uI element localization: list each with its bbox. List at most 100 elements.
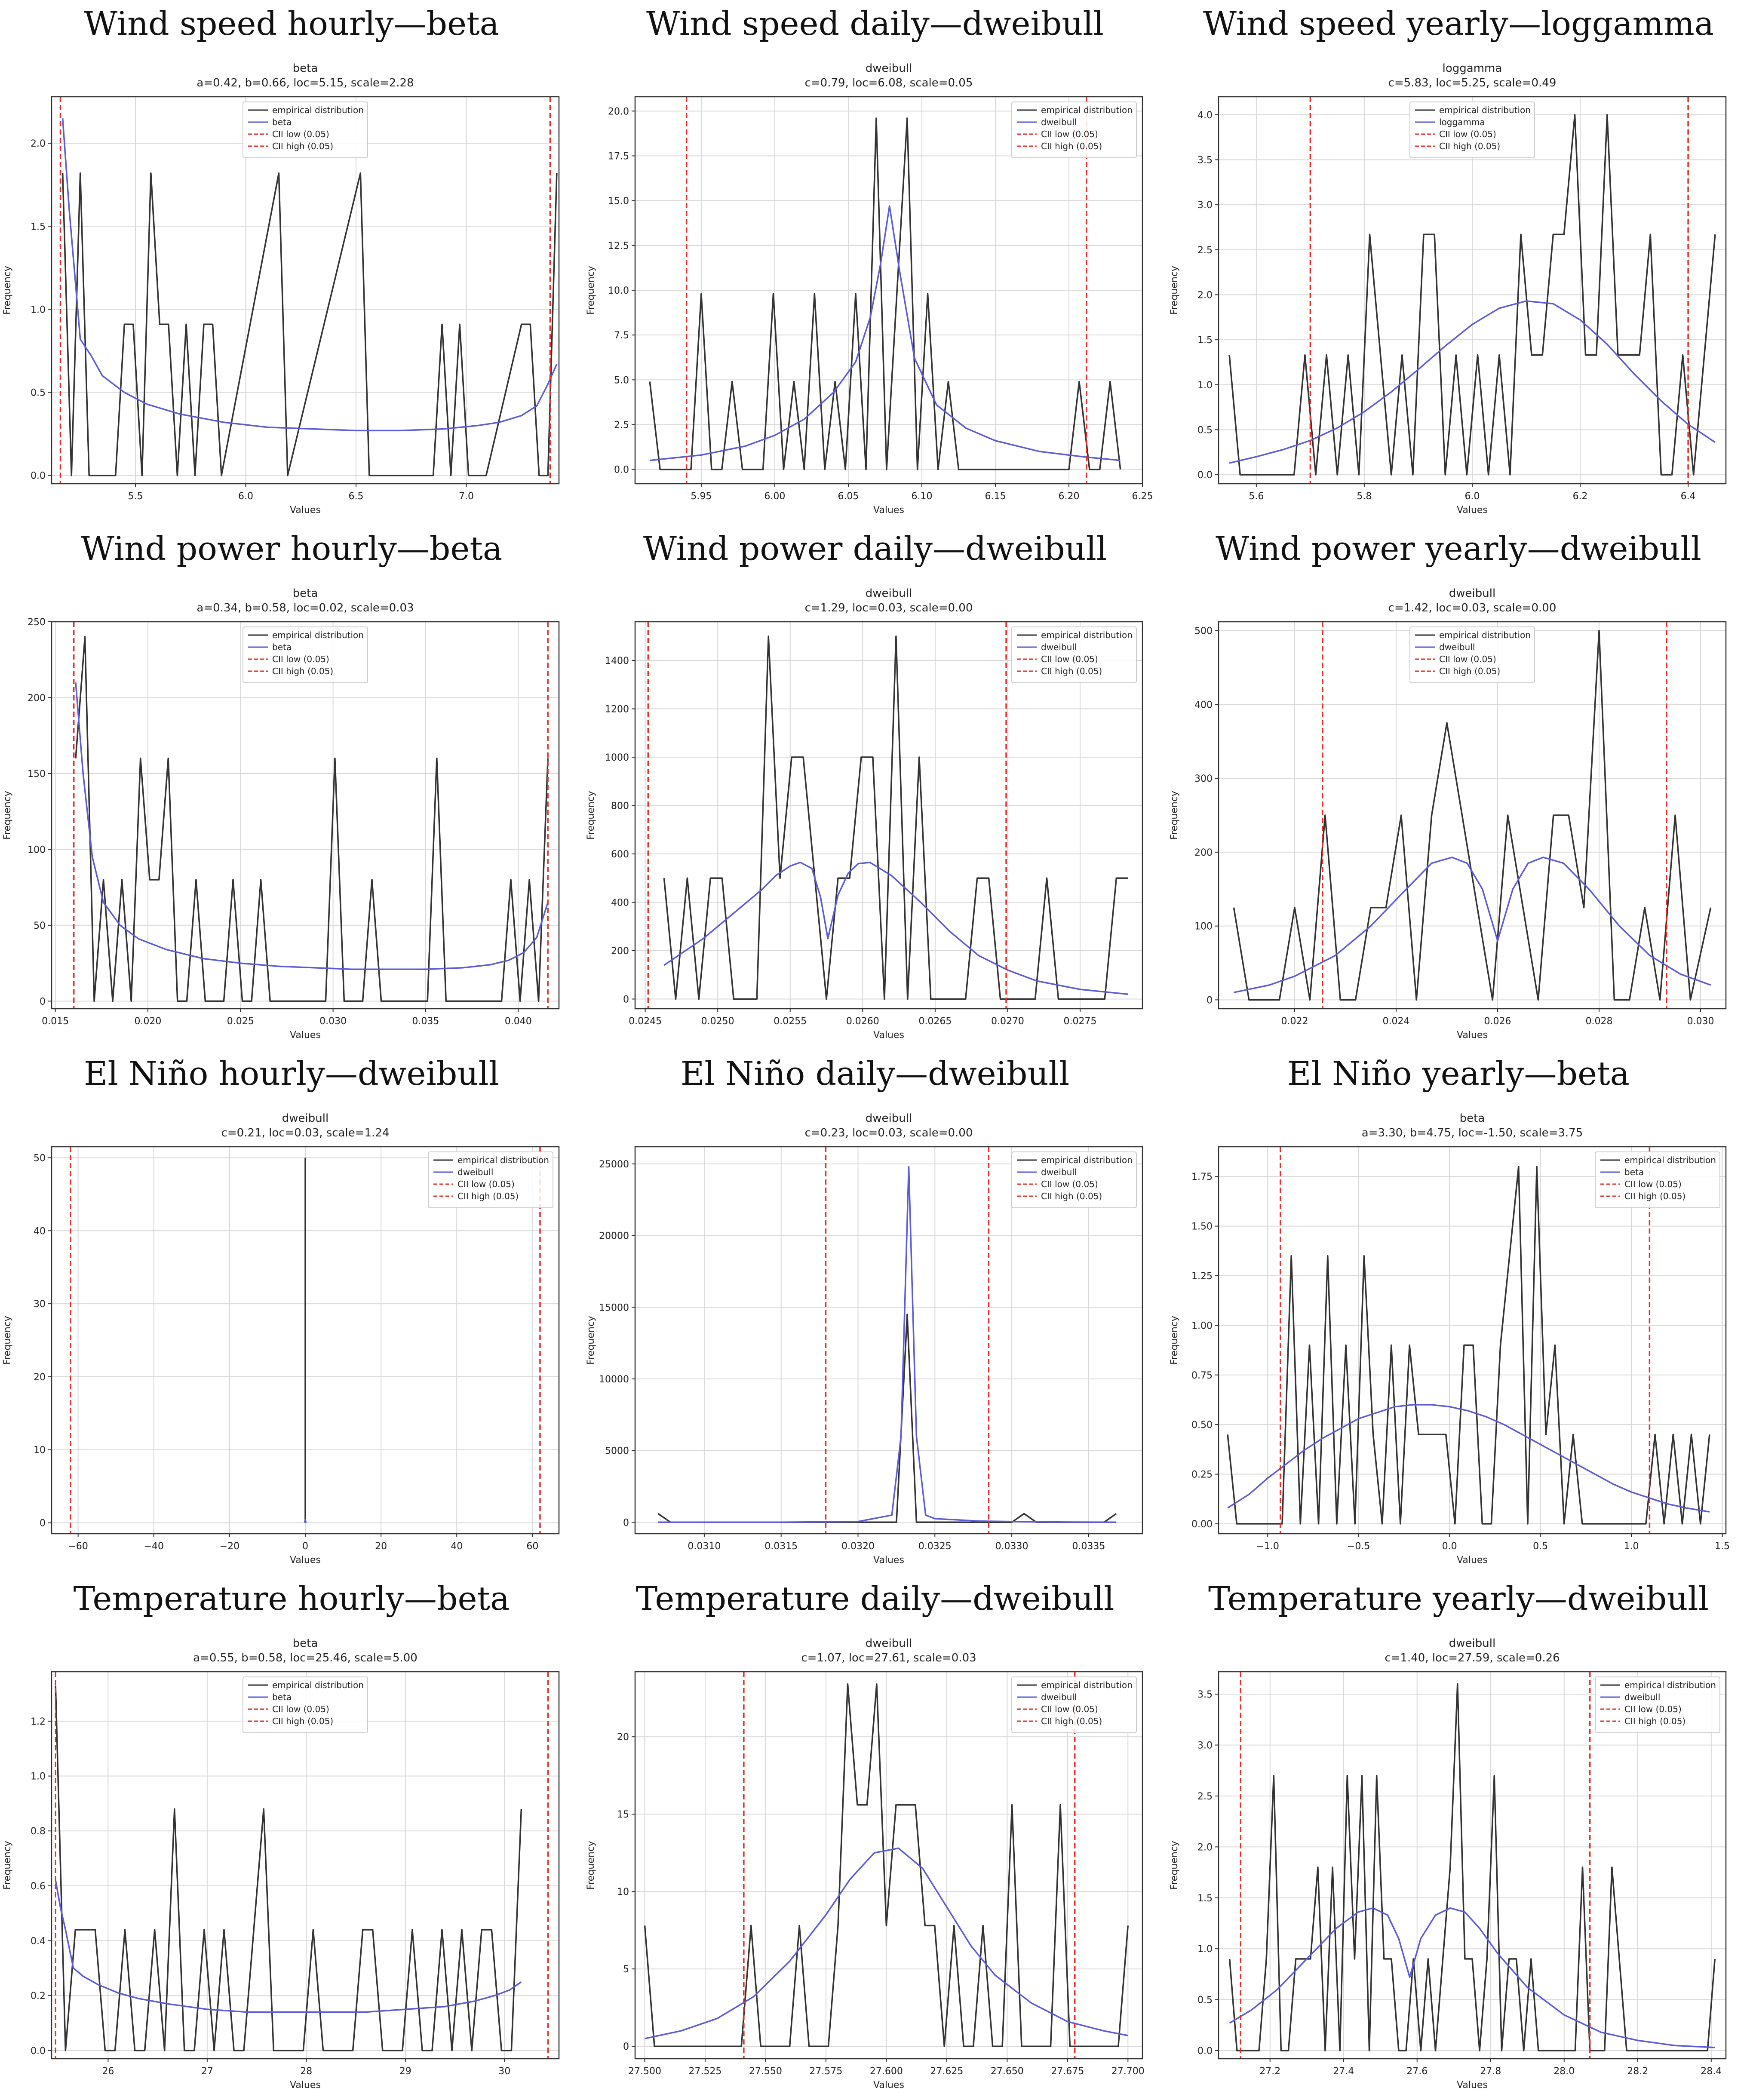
legend-box [1595, 1676, 1720, 1733]
empirical-distribution-line [61, 172, 558, 476]
x-tick-label: 0.0250 [701, 1016, 734, 1027]
y-tick-label: 1000 [605, 752, 629, 763]
series-layer [1233, 622, 1712, 1009]
legend-label: CII low (0.05) [1041, 1179, 1098, 1189]
y-tick-label: 0.8 [31, 1826, 46, 1837]
legend-box [1409, 626, 1535, 683]
chart-panel-8: El Niño yearly—beta beta a=3.30, b=4.75, l… [1167, 1050, 1750, 1575]
panel-title: Temperature daily—dweibull [636, 1579, 1114, 1618]
y-tick-label: 1.0 [1197, 380, 1213, 391]
legend-box [243, 626, 368, 683]
x-axis-label: Values [1457, 1030, 1488, 1041]
y-tick-label: 3.5 [1197, 155, 1213, 166]
x-tick-label: 26 [102, 2066, 114, 2077]
x-axis-label: Values [873, 1030, 904, 1041]
series-layer [1228, 1672, 1716, 2059]
y-tick-label: 0.0 [31, 2046, 46, 2057]
plot-frame [634, 621, 1143, 1010]
series-layer [647, 622, 1128, 1009]
fitted-distribution-line [1234, 857, 1711, 993]
chart-title: dweibull [866, 1637, 912, 1650]
x-tick-label: 27.600 [870, 2066, 903, 2077]
legend-label: dweibull [1624, 1692, 1660, 1702]
x-tick-label: 0 [302, 1541, 308, 1552]
legend-label: CII low (0.05) [457, 1179, 515, 1189]
empirical-distribution-line [1228, 114, 1716, 476]
plot-frame [634, 96, 1143, 485]
x-tick-label: 0.5 [1533, 1541, 1548, 1552]
x-tick-label: 6.0 [1465, 491, 1480, 502]
y-tick-label: 1400 [605, 656, 629, 666]
x-tick-label: 28 [300, 2066, 312, 2077]
y-tick-label: 0.50 [1191, 1420, 1213, 1431]
x-tick-label: 0.0325 [918, 1541, 952, 1552]
y-tick-label: 50 [34, 1153, 46, 1164]
x-tick-label: 27.500 [628, 2066, 661, 2077]
chart-subtitle: c=1.40, loc=27.59, scale=0.26 [1385, 1652, 1560, 1664]
chart-title: beta [293, 62, 318, 75]
chart-title: dweibull [1449, 587, 1495, 600]
x-tick-label: 0.022 [1281, 1016, 1308, 1027]
chart-subtitle: c=1.42, loc=0.03, scale=0.00 [1388, 602, 1557, 614]
y-tick-label: 25000 [599, 1159, 629, 1170]
legend-label: CII high (0.05) [1624, 1716, 1686, 1726]
y-tick-label: 1.0 [1197, 1944, 1213, 1955]
x-tick-label: 27.550 [749, 2066, 782, 2077]
y-tick-label: 0.25 [1191, 1470, 1213, 1480]
y-tick-label: 2.0 [1197, 290, 1213, 301]
y-axis-label: Frequency [586, 1841, 596, 1890]
y-tick-label: 1.2 [31, 1716, 46, 1727]
legend-label: CII high (0.05) [1624, 1191, 1686, 1201]
x-tick-label: 0.0315 [764, 1541, 798, 1552]
y-tick-label: 1.50 [1191, 1222, 1213, 1232]
fitted-distribution-line [645, 1847, 1128, 2039]
legend-box [428, 1151, 553, 1208]
plot-svg: beta a=0.42, b=0.66, loc=5.15, scale=2.28… [2, 62, 560, 516]
plot-frame [51, 1671, 560, 2060]
y-tick-label: 0.5 [1197, 425, 1213, 436]
y-tick-label: 15000 [599, 1302, 629, 1313]
y-axis-label: Frequency [586, 1316, 596, 1365]
legend-label: CII high (0.05) [272, 666, 333, 676]
x-tick-label: −0.5 [1347, 1541, 1370, 1552]
legend-label: beta [272, 117, 292, 127]
y-tick-label: 2.5 [1197, 245, 1213, 256]
x-axis-label: Values [873, 505, 904, 516]
chart-panel-6: El Niño hourly—dweibull dweibull c=0.21, l… [0, 1050, 583, 1575]
legend: empirical distribution loggamma CII low (0… [1409, 101, 1535, 158]
y-tick-label: 0.0 [1197, 470, 1213, 481]
x-tick-label: 6.10 [911, 491, 932, 502]
x-tick-label: 0.026 [1484, 1016, 1511, 1027]
y-tick-label: 3.0 [1197, 1741, 1213, 1751]
plot-svg: dweibull c=0.23, loc=0.03, scale=0.00 0.03… [586, 1112, 1143, 1566]
chart-panel-3: Wind power hourly—beta beta a=0.34, b=0.58… [0, 525, 583, 1050]
plot-frame [634, 1146, 1143, 1535]
plot-frame [1218, 1146, 1727, 1535]
y-tick-label: 30 [34, 1299, 46, 1310]
series-layer [649, 97, 1121, 484]
legend-box [1409, 101, 1535, 158]
y-axis-label: Frequency [1169, 791, 1180, 840]
empirical-distribution-line [75, 636, 549, 1002]
y-axis-label: Frequency [2, 1841, 13, 1890]
panel-title: Temperature yearly—dweibull [1208, 1579, 1709, 1618]
y-tick-label: 1.5 [31, 221, 46, 232]
empirical-distribution-line [644, 1683, 1129, 2047]
chart-panel-5: Wind power yearly—dweibull dweibull c=1.42… [1167, 525, 1750, 1050]
chart-subtitle: c=1.29, loc=0.03, scale=0.00 [805, 602, 973, 614]
y-tick-label: 10.0 [608, 286, 629, 296]
legend-label: CII low (0.05) [272, 129, 329, 139]
legend-label: empirical distribution [1041, 1155, 1133, 1165]
legend-label: CII low (0.05) [1041, 129, 1098, 139]
x-axis-label: Values [1457, 2080, 1488, 2091]
chart-title: dweibull [866, 587, 912, 600]
fitted-distribution-line [304, 1519, 307, 1523]
x-tick-label: 6.4 [1681, 491, 1696, 502]
x-tick-label: 6.00 [764, 491, 785, 502]
y-tick-label: 3.5 [1197, 1689, 1213, 1700]
x-tick-label: 27.700 [1111, 2066, 1145, 2077]
plot-svg: beta a=0.34, b=0.58, loc=0.02, scale=0.03… [2, 587, 560, 1041]
legend-label: dweibull [1041, 1692, 1077, 1702]
legend-box [243, 1676, 368, 1733]
y-tick-label: 20 [617, 1732, 629, 1743]
